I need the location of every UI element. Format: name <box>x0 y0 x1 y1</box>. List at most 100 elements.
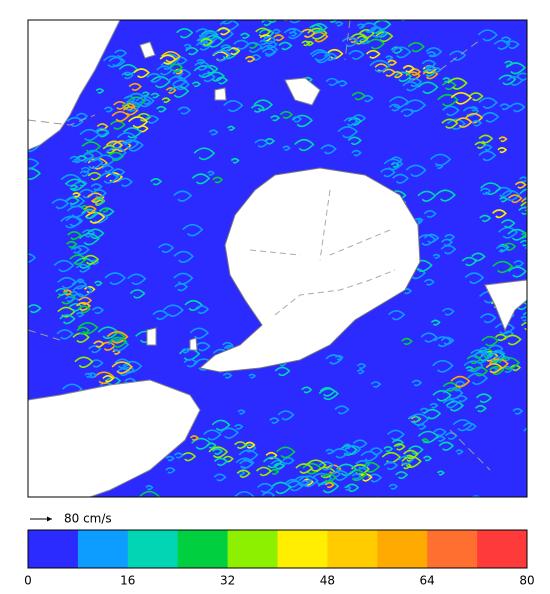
current-swirl <box>317 480 340 494</box>
current-swirl <box>159 54 177 65</box>
current-swirl <box>449 50 467 61</box>
current-swirl <box>442 398 459 409</box>
current-swirl <box>114 358 131 369</box>
current-swirl <box>169 85 190 98</box>
current-swirl <box>221 341 234 349</box>
current-swirl <box>129 289 146 299</box>
current-swirl <box>212 176 224 184</box>
current-swirl <box>351 149 362 157</box>
current-swirl <box>72 284 94 298</box>
current-swirl <box>55 287 69 296</box>
current-swirl <box>276 446 296 459</box>
current-swirl <box>498 226 519 239</box>
current-swirl <box>504 60 514 67</box>
current-swirl <box>237 409 246 415</box>
current-swirl <box>441 118 459 129</box>
current-swirl <box>53 259 75 273</box>
current-swirl <box>498 136 508 143</box>
current-swirl <box>430 319 441 326</box>
current-swirl <box>64 295 75 303</box>
current-swirl <box>423 278 435 286</box>
current-swirl <box>195 41 212 51</box>
current-swirl <box>128 116 149 129</box>
current-swirl <box>341 37 359 48</box>
current-swirl <box>461 256 478 267</box>
current-swirl <box>28 253 37 263</box>
current-swirl <box>259 28 275 38</box>
current-swirl <box>194 305 210 314</box>
current-swirl <box>505 40 520 50</box>
current-swirl <box>396 507 404 512</box>
current-swirl <box>122 139 140 150</box>
current-swirl <box>286 480 305 492</box>
current-swirl <box>395 471 409 480</box>
current-swirl <box>514 181 527 189</box>
current-swirl <box>93 340 105 348</box>
current-swirl <box>519 176 527 183</box>
current-swirl <box>223 100 244 113</box>
current-swirl <box>28 158 40 170</box>
current-swirl <box>530 214 545 222</box>
current-swirl <box>520 201 527 212</box>
current-swirl <box>437 93 459 107</box>
current-swirl <box>397 496 405 497</box>
current-swirl <box>375 29 389 38</box>
current-swirl <box>70 290 79 297</box>
current-swirl <box>184 299 203 311</box>
colorbar-bin <box>77 530 129 568</box>
current-swirl <box>383 461 399 471</box>
current-swirl <box>456 395 468 403</box>
current-swirl <box>360 450 379 462</box>
current-swirl <box>374 496 381 497</box>
current-swirl <box>388 310 406 321</box>
current-swirl <box>347 136 362 146</box>
current-swirl <box>144 115 160 124</box>
current-swirl <box>495 245 508 253</box>
current-swirl <box>334 405 350 415</box>
current-swirl <box>491 349 506 359</box>
current-swirl <box>534 331 544 337</box>
current-swirl <box>335 21 344 27</box>
current-swirl <box>463 360 484 373</box>
current-swirl <box>518 206 527 215</box>
current-swirl <box>273 462 285 470</box>
current-swirl <box>203 429 222 441</box>
current-swirl <box>279 110 294 119</box>
current-swirl <box>535 229 550 239</box>
current-swirl <box>76 301 91 311</box>
current-swirl <box>475 393 493 404</box>
current-swirl <box>426 51 437 58</box>
current-swirl <box>478 134 494 144</box>
current-swirl <box>526 244 527 245</box>
current-swirl <box>197 36 215 48</box>
current-swirl <box>383 158 404 171</box>
current-swirl <box>498 356 521 370</box>
current-swirl <box>435 435 446 442</box>
current-swirl <box>305 459 327 472</box>
current-swirl <box>253 99 274 112</box>
current-swirl <box>391 71 404 79</box>
current-swirl <box>223 7 239 16</box>
current-swirl <box>520 315 527 322</box>
current-swirl <box>369 447 384 456</box>
land <box>28 20 121 151</box>
current-swirl <box>478 150 497 162</box>
current-swirl <box>213 457 228 467</box>
current-swirl <box>498 74 517 86</box>
current-swirl <box>364 0 378 6</box>
current-swirl <box>466 354 482 365</box>
current-swirl <box>400 108 415 117</box>
current-swirl <box>508 194 523 204</box>
current-swirl <box>479 346 489 353</box>
current-swirl <box>217 27 231 36</box>
current-swirl <box>84 211 106 224</box>
current-swirl <box>121 71 134 80</box>
current-swirl <box>503 334 522 346</box>
current-swirl <box>83 157 104 169</box>
current-swirl <box>301 478 314 486</box>
current-swirl <box>519 188 527 201</box>
current-swirl <box>227 47 241 56</box>
current-swirl <box>389 156 403 165</box>
current-swirl <box>380 167 396 178</box>
current-swirl <box>319 386 336 397</box>
